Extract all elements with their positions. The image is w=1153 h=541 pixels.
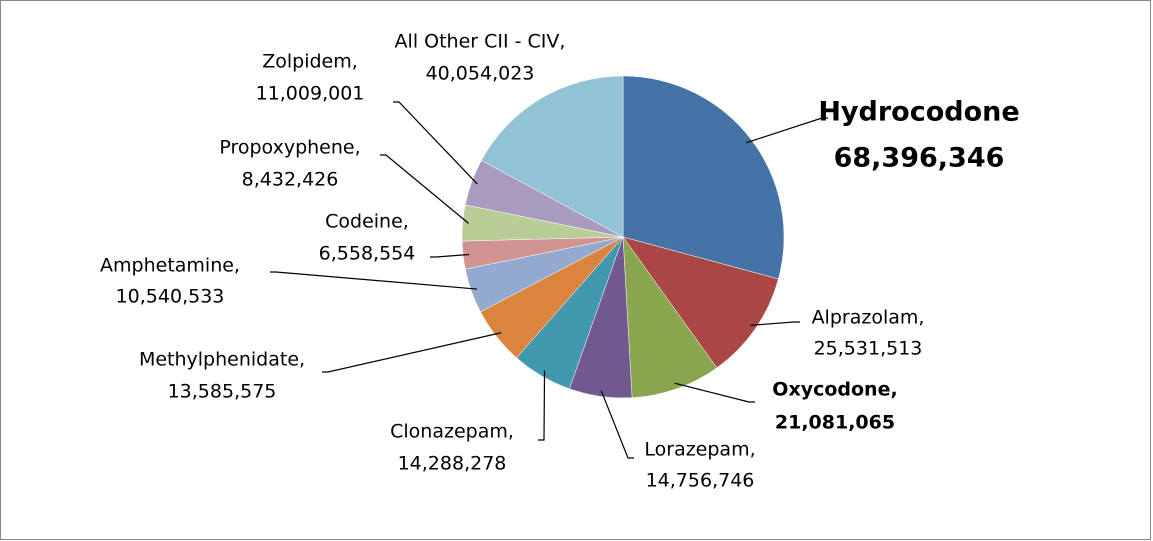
slice-value-label: 25,531,513 xyxy=(814,338,923,360)
slice-value-label: 21,081,065 xyxy=(775,412,895,434)
slice-value-label: 68,396,346 xyxy=(834,143,1005,174)
slice-category-label: Lorazepam, xyxy=(644,439,755,461)
slice-value-label: 10,540,533 xyxy=(116,286,225,308)
slice-value-label: 11,009,001 xyxy=(256,83,365,105)
pie-slice xyxy=(622,236,718,399)
leader-line xyxy=(393,101,478,185)
pie-slice xyxy=(622,236,779,369)
leader-line xyxy=(600,390,634,459)
slice-category-label: Propoxyphene, xyxy=(219,137,360,159)
slice-category-label: Alprazolam, xyxy=(812,307,925,329)
leader-line xyxy=(674,382,755,403)
slice-value-label: 8,432,426 xyxy=(242,169,339,191)
pie-slice xyxy=(481,75,624,238)
leader-line xyxy=(430,253,470,258)
leader-line xyxy=(538,370,546,441)
slice-category-label: Oxycodone, xyxy=(772,379,897,401)
slice-value-label: 6,558,554 xyxy=(319,243,416,265)
leader-line xyxy=(322,332,502,373)
slice-value-label: 40,054,023 xyxy=(426,63,535,85)
slice-category-label: Hydrocodone xyxy=(818,97,1019,128)
slice-category-label: All Other CII - CIV, xyxy=(395,31,566,53)
slice-category-label: Methylphenidate, xyxy=(139,349,305,371)
slice-category-label: Amphetamine, xyxy=(100,255,240,277)
leader-line xyxy=(270,271,478,290)
slice-category-label: Codeine, xyxy=(325,211,409,233)
pie-slice xyxy=(622,75,785,280)
leader-line xyxy=(380,154,469,224)
slice-value-label: 14,288,278 xyxy=(398,453,507,475)
leader-line xyxy=(750,321,800,326)
slice-category-label: Zolpidem, xyxy=(262,51,358,73)
leader-line xyxy=(745,117,828,144)
slice-value-label: 13,585,575 xyxy=(168,381,277,403)
slice-value-label: 14,756,746 xyxy=(646,470,755,492)
slice-category-label: Clonazepam, xyxy=(390,421,514,443)
